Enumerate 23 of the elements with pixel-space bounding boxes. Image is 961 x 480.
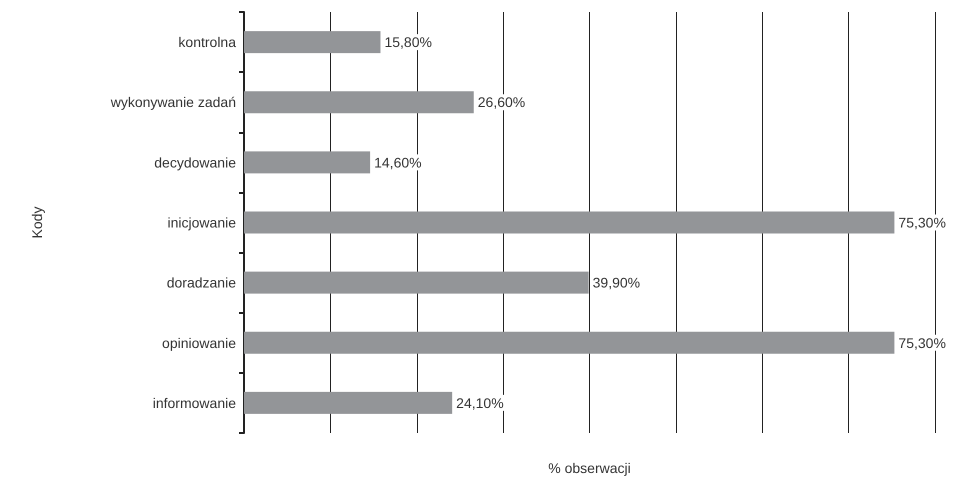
bar xyxy=(244,272,589,294)
data-label: 24,10% xyxy=(456,394,504,411)
data-label: 15,80% xyxy=(384,34,432,50)
y-tick-label: decydowanie xyxy=(154,154,236,170)
bar xyxy=(244,332,894,354)
data-label: 75,30% xyxy=(898,214,946,230)
data-label: 75,30% xyxy=(898,334,946,351)
y-tick-label: kontrolna xyxy=(178,34,236,50)
y-tick-label: inicjowanie xyxy=(168,214,236,230)
bar xyxy=(244,91,474,114)
bar xyxy=(244,151,370,174)
data-label: 39,90% xyxy=(592,274,640,291)
x-axis-title: % obserwacji xyxy=(548,460,631,476)
data-label: 26,60% xyxy=(478,94,526,110)
y-axis-title: Kody xyxy=(29,206,45,238)
bar xyxy=(244,392,452,414)
y-tick-label: opiniowanie xyxy=(162,334,236,351)
bar xyxy=(244,31,380,54)
y-tick-label: informowanie xyxy=(152,394,236,411)
y-tick-label: wykonywanie zadań xyxy=(110,94,236,110)
y-tick-label: doradzanie xyxy=(166,274,236,291)
bar xyxy=(244,212,894,234)
data-label: 14,60% xyxy=(374,154,422,170)
